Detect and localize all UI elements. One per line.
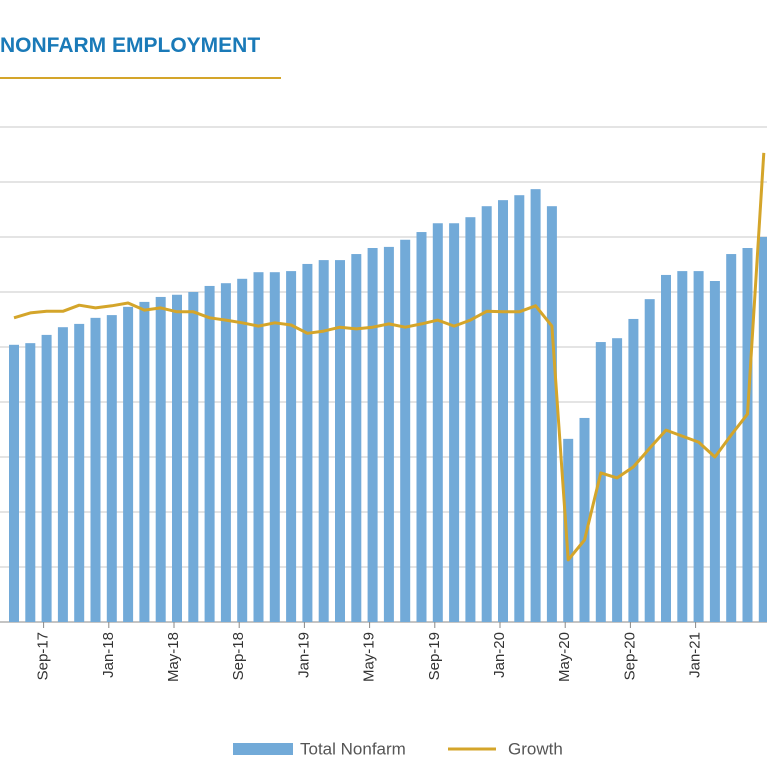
- bar: [742, 248, 753, 622]
- bar: [253, 272, 264, 622]
- bar: [498, 200, 508, 622]
- bar: [204, 285, 215, 622]
- x-tick-label: May-19: [361, 632, 378, 682]
- bar: [172, 294, 182, 622]
- bar: [546, 206, 557, 622]
- bar: [318, 260, 329, 622]
- legend-label: Growth: [508, 739, 563, 758]
- bar: [465, 217, 476, 622]
- chart-title: NONFARM EMPLOYMENT: [0, 34, 260, 57]
- x-tick-label: Jan-18: [100, 632, 117, 678]
- x-tick-label: Jan-21: [687, 632, 704, 678]
- x-tick-label: Sep-20: [621, 632, 638, 680]
- bar: [628, 318, 639, 622]
- bar: [220, 283, 231, 622]
- bar: [286, 271, 297, 622]
- x-tick-label: Sep-17: [35, 632, 52, 680]
- bar: [579, 417, 590, 622]
- bar: [74, 323, 85, 622]
- x-tick-label: May-18: [165, 632, 182, 682]
- line: [13, 152, 766, 562]
- bar: [514, 195, 525, 622]
- bar: [758, 237, 767, 622]
- bar: [383, 246, 394, 622]
- x-tick-label: Sep-19: [426, 632, 443, 680]
- bar: [449, 223, 460, 622]
- bar: [269, 272, 280, 622]
- bar: [57, 327, 68, 622]
- bar: [709, 281, 720, 622]
- x-tick-label: May-20: [556, 632, 573, 682]
- bar: [612, 338, 623, 622]
- bar: [237, 278, 248, 622]
- bar: [677, 271, 688, 622]
- bar: [563, 438, 574, 622]
- bar: [188, 292, 199, 622]
- bar: [155, 296, 166, 622]
- bar: [432, 223, 443, 622]
- bar: [661, 274, 671, 622]
- bar: [416, 232, 427, 623]
- bar: [367, 248, 378, 622]
- bar: [693, 271, 704, 622]
- bar: [106, 315, 117, 622]
- bar: [123, 306, 134, 622]
- x-tick-label: Sep-18: [230, 632, 247, 680]
- bar: [25, 343, 36, 622]
- bar: [400, 239, 411, 622]
- legend-label: Total Nonfarm: [300, 739, 406, 758]
- bar: [351, 254, 362, 623]
- bar: [41, 334, 52, 622]
- legend-swatch: [233, 743, 293, 755]
- bar: [530, 189, 541, 622]
- bar: [335, 260, 345, 622]
- bar: [726, 254, 737, 623]
- bar: [595, 342, 606, 622]
- bar: [9, 344, 19, 622]
- bar: [644, 299, 655, 622]
- bar: [481, 206, 492, 622]
- bar: [302, 263, 313, 622]
- x-tick-label: Jan-19: [295, 632, 312, 678]
- x-tick-label: Jan-20: [491, 632, 508, 678]
- bar: [139, 301, 150, 622]
- bar: [90, 317, 101, 622]
